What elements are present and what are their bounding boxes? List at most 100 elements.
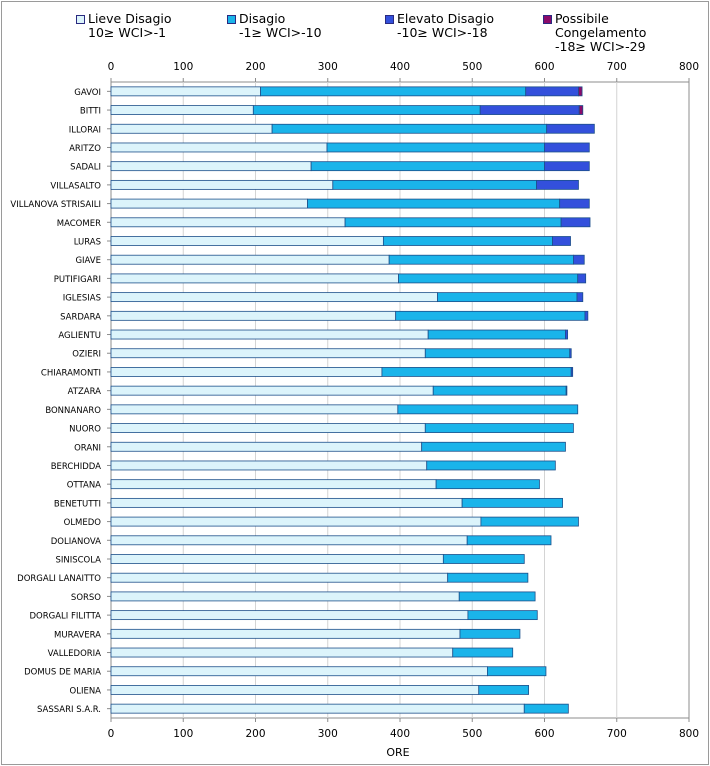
legend-swatch-possibile-congelamento xyxy=(543,15,552,24)
category-label: SADALI xyxy=(70,163,101,173)
bar-segment xyxy=(110,479,437,490)
bar-segment xyxy=(110,610,469,621)
legend-swatch-disagio xyxy=(227,15,236,24)
bar-segment xyxy=(110,236,384,246)
bar-segment xyxy=(479,105,580,115)
bar-segment xyxy=(452,647,514,658)
x-axis-label: ORE xyxy=(386,746,409,759)
bar-segment xyxy=(466,535,552,546)
bar-segment xyxy=(110,292,438,303)
bar-segment xyxy=(110,310,397,321)
bar-segment xyxy=(110,554,444,564)
legend-swatch-lieve-disagio xyxy=(76,15,85,24)
bar-segment xyxy=(110,329,429,340)
x-tick-label-bottom: 700 xyxy=(607,728,627,740)
bar-segment xyxy=(544,161,590,172)
bar-segment xyxy=(110,367,383,377)
bar-segment xyxy=(395,310,586,321)
bar-segment xyxy=(546,123,595,134)
category-label: SINISCOLA xyxy=(55,556,101,566)
bar-segment xyxy=(424,348,571,359)
x-tick-label-bottom: 100 xyxy=(173,728,193,740)
category-label: ILLORAI xyxy=(69,125,101,135)
x-tick-label-bottom: 800 xyxy=(679,728,699,740)
category-label: SORSO xyxy=(71,593,101,603)
legend-range: 10≥ WCI>-1 xyxy=(88,25,167,40)
x-tick-label-bottom: 400 xyxy=(390,728,410,740)
bar-segment xyxy=(110,179,334,190)
category-label: ATZARA xyxy=(68,387,102,397)
legend-label: Disagio xyxy=(239,11,286,26)
category-label: PUTIFIGARI xyxy=(54,275,101,285)
x-tick-label-bottom: 200 xyxy=(245,728,265,740)
bar-segment xyxy=(487,666,547,677)
bar-segment xyxy=(110,198,308,209)
bar-segment xyxy=(424,423,574,433)
category-label: OLIENA xyxy=(70,686,102,696)
bar-segment xyxy=(565,385,568,396)
bar-segment xyxy=(110,423,426,433)
category-label: VILLASALTO xyxy=(50,181,101,191)
legend-label-line2: Congelamento xyxy=(555,25,647,40)
bar-segment xyxy=(110,86,261,97)
bar-segment xyxy=(427,329,566,340)
bar-segment xyxy=(110,628,461,639)
bar-segment xyxy=(110,516,482,527)
category-label: DOLIANOVA xyxy=(51,537,101,547)
category-label: IGLESIAS xyxy=(63,294,101,304)
category-label: OTTANA xyxy=(67,481,101,491)
bar-segment xyxy=(307,198,561,209)
bar-segment xyxy=(584,310,589,321)
x-tick-label-top: 700 xyxy=(607,61,627,73)
bar-segment xyxy=(110,142,328,153)
bar-segment xyxy=(388,254,574,265)
category-label: OZIERI xyxy=(72,350,101,360)
category-label: GAVOI xyxy=(74,88,101,98)
x-tick-label-top: 200 xyxy=(245,61,265,73)
category-label: MURAVERA xyxy=(54,630,101,640)
bar-segment xyxy=(110,441,423,452)
category-label: SARDARA xyxy=(60,312,101,322)
bar-segment xyxy=(569,348,572,359)
bar-segment xyxy=(110,497,463,508)
legend-swatch-elevato-disagio xyxy=(385,15,394,24)
bar-segment xyxy=(565,329,569,340)
legend-range: -10≥ WCI>-18 xyxy=(397,25,488,40)
x-tick-label-top: 400 xyxy=(390,61,410,73)
category-label: DORGALI FILITTA xyxy=(29,612,101,622)
x-tick-label-bottom: 300 xyxy=(318,728,338,740)
legend-range: -18≥ WCI>-29 xyxy=(555,39,646,54)
category-label: DORGALI LANAITTO xyxy=(17,574,101,584)
bar-segment xyxy=(437,292,578,303)
bar-segment xyxy=(398,273,579,284)
bar-segment xyxy=(458,591,536,602)
bar-segment xyxy=(326,142,545,153)
category-label: BONNANARO xyxy=(45,406,101,416)
category-label: CHIARAMONTI xyxy=(41,368,101,378)
x-tick-label-bottom: 0 xyxy=(108,728,115,740)
legend-label: Lieve Disagio xyxy=(88,11,172,26)
bar-segment xyxy=(252,105,481,115)
bar-segment xyxy=(110,123,273,134)
category-label: DOMUS DE MARIA xyxy=(24,668,101,678)
legend-range: -1≥ WCI>-10 xyxy=(239,25,322,40)
category-label: VALLEDORIA xyxy=(48,649,102,659)
bar-segment xyxy=(260,86,527,97)
bar-segment xyxy=(382,236,553,246)
bar-segment xyxy=(560,217,591,228)
x-tick-label-top: 300 xyxy=(318,61,338,73)
category-label: BENETUTTI xyxy=(54,499,101,509)
bar-segment xyxy=(110,105,254,115)
bar-segment xyxy=(478,685,530,695)
category-label: BERCHIDDA xyxy=(51,462,101,472)
bar-segment xyxy=(435,479,540,490)
bar-segment xyxy=(110,647,454,658)
bar-segment xyxy=(523,703,569,714)
x-tick-label-top: 500 xyxy=(462,61,482,73)
bar-segment xyxy=(447,572,529,583)
category-label: BITTI xyxy=(80,107,101,117)
bar-segment xyxy=(421,441,566,452)
bar-segment xyxy=(461,497,563,508)
category-label: NUORO xyxy=(69,425,101,435)
bar-segment xyxy=(110,591,460,602)
